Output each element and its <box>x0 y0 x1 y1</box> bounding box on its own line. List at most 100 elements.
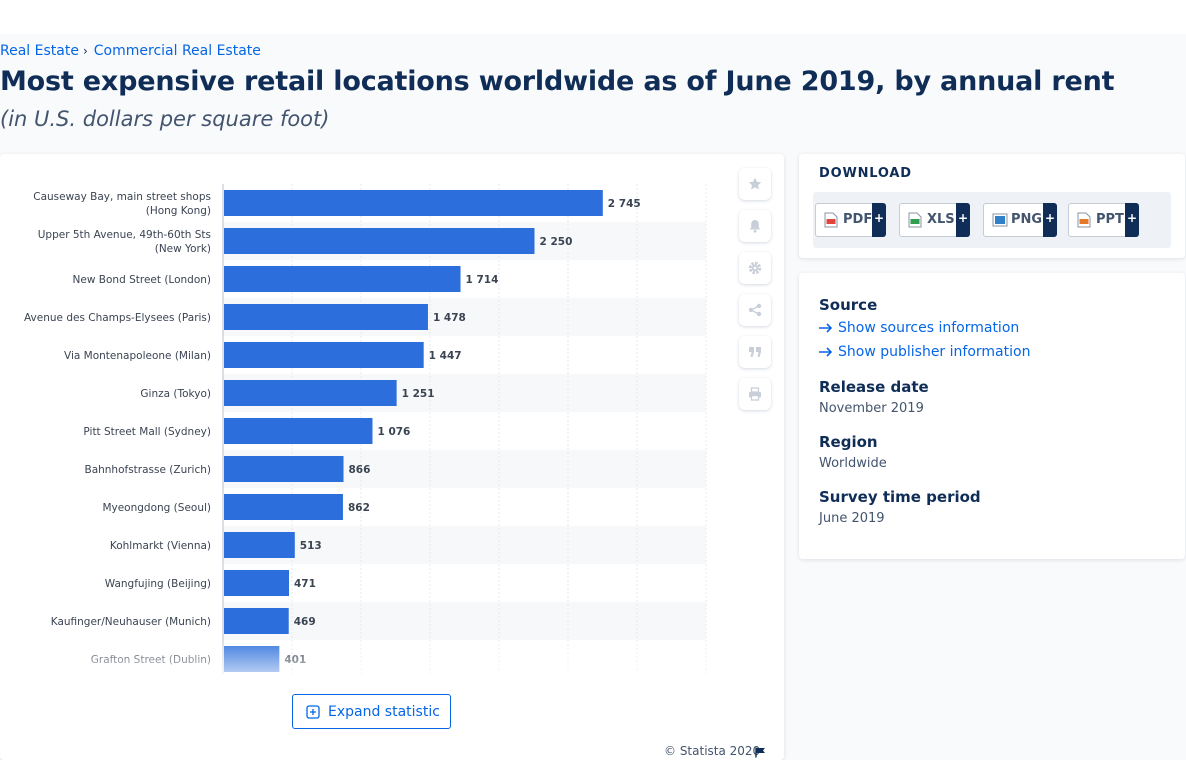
row-stripe <box>223 602 706 640</box>
breadcrumb-link-commercial-real-estate[interactable]: Commercial Real Estate <box>93 43 261 59</box>
show-publisher-link[interactable]: Show publisher information <box>819 344 1030 360</box>
row-stripe <box>223 526 706 564</box>
category-label: Ginza (Tokyo) <box>140 388 211 400</box>
source-heading: Source <box>819 296 878 314</box>
breadcrumb: Real Estate › Commercial Real Estate <box>0 43 261 59</box>
category-label: Upper 5th Avenue, 49th-60th Sts <box>38 229 211 241</box>
survey-period-heading: Survey time period <box>819 488 981 506</box>
arrow-right-icon <box>819 323 833 333</box>
region-value: Worldwide <box>819 456 887 471</box>
bar <box>224 456 344 482</box>
data-label: 866 <box>349 464 371 476</box>
category-label: Via Montenapoleone (Milan) <box>64 350 211 362</box>
expand-statistic-button[interactable]: Expand statistic <box>292 694 451 729</box>
download-png-label: PNG <box>1011 212 1043 227</box>
download-xls-label: XLS <box>927 212 955 227</box>
plus-square-icon <box>306 705 320 719</box>
data-label: 862 <box>348 502 370 514</box>
expand-statistic-label: Expand statistic <box>328 704 440 720</box>
download-pdf-label: PDF <box>843 212 873 227</box>
category-label: Bahnhofstrasse (Zurich) <box>84 464 211 476</box>
category-label: Wangfujing (Beijing) <box>105 578 211 590</box>
download-xls-button[interactable]: XLS + <box>899 203 970 237</box>
data-label: 1 447 <box>429 350 462 362</box>
cite-button[interactable] <box>739 336 771 368</box>
category-label: Pitt Street Mall (Sydney) <box>83 426 211 438</box>
show-sources-link[interactable]: Show sources information <box>819 320 1019 336</box>
category-label: (New York) <box>155 243 211 255</box>
category-label: Causeway Bay, main street shops <box>33 191 211 203</box>
chart-card: 2 745 Causeway Bay, main street shops (Hon… <box>0 154 784 760</box>
settings-button[interactable] <box>739 252 771 284</box>
fade-overlay <box>0 636 730 674</box>
category-label: Myeongdong (Seoul) <box>102 502 211 514</box>
data-label: 1 478 <box>433 312 466 324</box>
breadcrumb-separator-icon: › <box>82 44 88 58</box>
plus-icon: + <box>1125 203 1139 237</box>
category-label: New Bond Street (London) <box>73 274 211 286</box>
star-icon <box>748 177 762 190</box>
category-label: Kohlmarkt (Vienna) <box>110 540 211 552</box>
download-title: DOWNLOAD <box>819 166 912 181</box>
favorite-button[interactable] <box>739 168 771 200</box>
flag-icon[interactable] <box>755 747 766 758</box>
download-ppt-button[interactable]: PPT + <box>1068 203 1139 237</box>
bar <box>224 570 289 596</box>
download-strip: PDF + XLS + PNG + PPT + <box>813 192 1171 248</box>
page-subtitle: (in U.S. dollars per square foot) <box>0 107 330 131</box>
data-label: 1 251 <box>402 388 435 400</box>
bar <box>224 266 461 292</box>
plus-icon: + <box>872 203 886 237</box>
category-label: Avenue des Champs-Elysees (Paris) <box>24 312 211 324</box>
bar <box>224 304 428 330</box>
data-label: 2 745 <box>608 198 641 210</box>
bar <box>224 342 424 368</box>
notification-button[interactable] <box>739 210 771 242</box>
bell-icon <box>749 220 761 233</box>
page-title: Most expensive retail locations worldwid… <box>0 66 1115 97</box>
download-ppt-label: PPT <box>1096 212 1124 227</box>
data-label: 1 076 <box>377 426 410 438</box>
plus-icon: + <box>1043 203 1057 237</box>
xls-file-icon <box>908 212 922 228</box>
bar <box>224 494 343 520</box>
release-date-value: November 2019 <box>819 401 924 416</box>
bar <box>224 380 397 406</box>
data-label: 513 <box>300 540 322 552</box>
release-date-heading: Release date <box>819 378 929 396</box>
share-button[interactable] <box>739 294 771 326</box>
data-label: 1 714 <box>466 274 499 286</box>
data-label: 471 <box>294 578 316 590</box>
download-png-button[interactable]: PNG + <box>983 203 1057 237</box>
category-label: Kaufinger/Neuhauser (Munich) <box>51 616 211 628</box>
category-label: (Hong Kong) <box>146 205 211 217</box>
bar <box>224 190 603 216</box>
ppt-file-icon <box>1077 212 1091 228</box>
plus-icon: + <box>956 203 970 237</box>
share-icon <box>748 303 762 317</box>
download-card: DOWNLOAD PDF + XLS + PNG + PPT + <box>799 154 1185 258</box>
download-pdf-button[interactable]: PDF + <box>815 203 886 237</box>
print-button[interactable] <box>739 378 771 410</box>
data-label: 2 250 <box>540 236 573 248</box>
png-file-icon <box>992 213 1008 227</box>
copyright-text: © Statista 2020 <box>664 744 761 758</box>
gear-icon <box>748 261 762 275</box>
bar <box>224 532 295 558</box>
bar <box>224 228 535 254</box>
bar <box>224 608 289 634</box>
region-heading: Region <box>819 433 878 451</box>
breadcrumb-link-real-estate[interactable]: Real Estate <box>0 43 79 59</box>
data-label: 469 <box>294 616 316 628</box>
statistic-info-card: Source Show sources information Show pub… <box>799 273 1185 559</box>
arrow-right-icon <box>819 347 833 357</box>
pdf-file-icon <box>824 212 838 228</box>
top-header-band <box>0 0 1186 34</box>
bar <box>224 418 373 444</box>
print-icon <box>749 387 761 401</box>
show-sources-label: Show sources information <box>838 320 1020 336</box>
quote-icon <box>749 347 761 357</box>
survey-period-value: June 2019 <box>819 511 885 526</box>
bar-chart: 2 745 Causeway Bay, main street shops (Hon… <box>0 184 730 674</box>
show-publisher-label: Show publisher information <box>838 344 1031 360</box>
